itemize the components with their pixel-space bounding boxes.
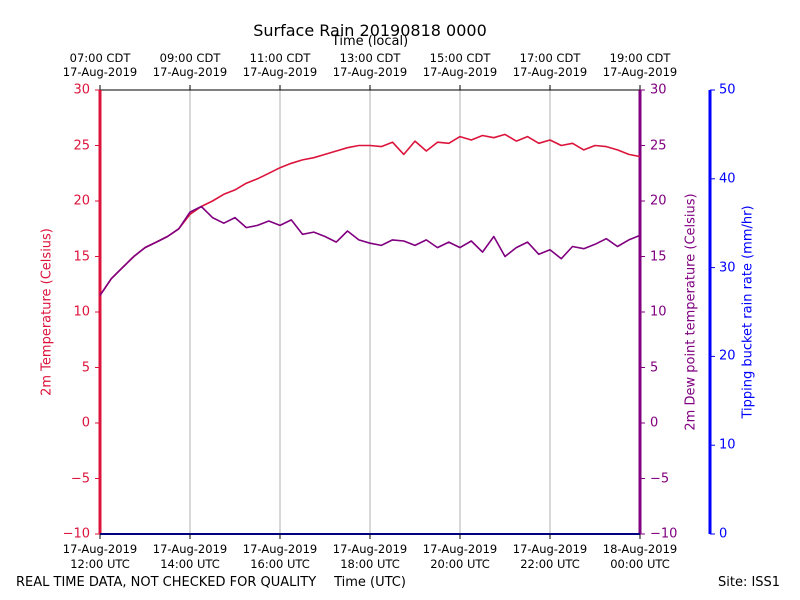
bottom-x-tick-time: 20:00 UTC [430, 557, 490, 571]
quality-disclaimer: REAL TIME DATA, NOT CHECKED FOR QUALITY [16, 575, 317, 590]
left-y-tick-label: 15 [73, 249, 90, 264]
top-x-tick-date: 17-Aug-2019 [332, 65, 408, 79]
top-axis-label: Time (local) [331, 34, 409, 49]
top-x-tick-date: 17-Aug-2019 [62, 65, 138, 79]
bottom-x-tick-date: 17-Aug-2019 [152, 542, 228, 556]
top-x-tick-date: 17-Aug-2019 [152, 65, 228, 79]
left-y-tick-label: 10 [73, 304, 90, 320]
bottom-x-tick-date: 17-Aug-2019 [242, 542, 318, 556]
vertical-gridlines [99, 90, 641, 534]
bottom-axis-label: Time (UTC) [334, 575, 406, 590]
rain-y-tick-label: 30 [719, 260, 736, 276]
bottom-x-tick-time: 14:00 UTC [160, 557, 220, 571]
series-line-2m-temperature [99, 133, 641, 296]
right-y-tick-label: 10 [650, 304, 667, 320]
bottom-x-tick-date: 18-Aug-2019 [602, 542, 678, 556]
site-label: Site: ISS1 [718, 575, 781, 590]
left-y-tick-label: 25 [73, 138, 90, 153]
top-x-tick-time: 15:00 CDT [429, 51, 491, 65]
left-y-tick-label: −10 [62, 526, 90, 542]
top-x-tick-date: 17-Aug-2019 [602, 65, 678, 79]
right-y-tick-label: 0 [650, 415, 659, 431]
right-y-tick-label: 20 [650, 193, 667, 209]
top-x-tick-time: 19:00 CDT [609, 51, 671, 65]
top-x-tick-date: 17-Aug-2019 [512, 65, 588, 79]
bottom-x-tick-date: 17-Aug-2019 [332, 542, 408, 556]
bottom-x-tick-time: 16:00 UTC [250, 557, 310, 571]
left-y-tick-label: 0 [81, 415, 90, 431]
top-x-tick-time: 11:00 CDT [249, 51, 311, 65]
bottom-x-tick-time: 18:00 UTC [340, 557, 400, 571]
chart-title: Surface Rain 20190818 0000 [253, 21, 487, 40]
rain-y-tick-label: 40 [719, 171, 736, 187]
top-x-tick-time: 13:00 CDT [339, 51, 401, 65]
rain-y-tick-label: 0 [719, 526, 728, 542]
left-y-axis-label: 2m Temperature (Celsius) [39, 228, 55, 396]
right-y-tick-label: −10 [650, 526, 678, 542]
right-y-tick-label: 25 [650, 138, 667, 153]
rain-y-axis-label: Tipping bucket rain rate (mm/hr) [740, 205, 756, 419]
bottom-x-tick-time: 22:00 UTC [520, 557, 580, 571]
right-y-tick-label: −5 [650, 471, 670, 486]
right-y-tick-label: 15 [650, 249, 667, 264]
bottom-x-tick-date: 17-Aug-2019 [62, 542, 138, 556]
rain-y-tick-label: 20 [719, 348, 736, 364]
rain-y-tick-label: 50 [719, 82, 736, 98]
right-y-tick-label: 5 [650, 360, 659, 375]
bottom-x-tick-date: 17-Aug-2019 [512, 542, 588, 556]
axis-ticks [95, 85, 715, 539]
right-y-tick-label: 30 [650, 82, 667, 98]
bottom-x-tick-time: 00:00 UTC [610, 557, 670, 571]
top-x-tick-time: 07:00 CDT [69, 51, 131, 65]
left-y-tick-label: 5 [81, 360, 90, 375]
right-y-axis-label: 2m Dew point temperature (Celsius) [683, 193, 699, 431]
top-x-tick-time: 17:00 CDT [519, 51, 581, 65]
bottom-x-tick-time: 12:00 UTC [70, 557, 130, 571]
series-line-2m-dew-point-temperature [99, 205, 641, 296]
axes [98, 89, 712, 535]
top-x-tick-date: 17-Aug-2019 [422, 65, 498, 79]
series-lines [99, 133, 641, 296]
top-x-tick-time: 09:00 CDT [159, 51, 221, 65]
left-y-tick-label: 20 [73, 193, 90, 209]
bottom-x-tick-date: 17-Aug-2019 [422, 542, 498, 556]
left-y-tick-label: 30 [73, 82, 90, 98]
left-y-tick-label: −5 [70, 471, 90, 486]
rain-y-tick-label: 10 [719, 437, 736, 453]
top-x-tick-date: 17-Aug-2019 [242, 65, 318, 79]
